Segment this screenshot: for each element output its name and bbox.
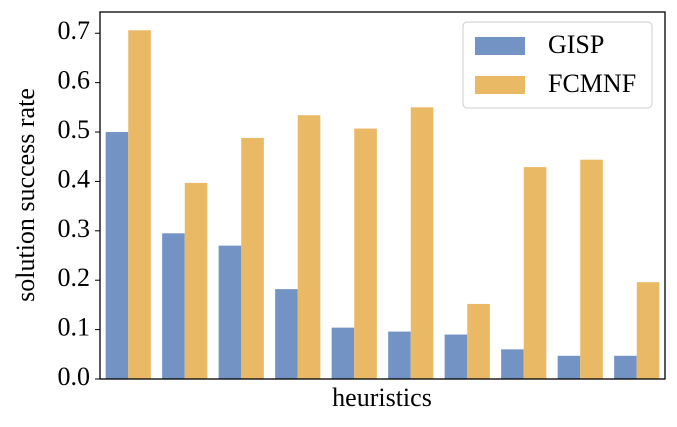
y-tick-label: 0.0 xyxy=(58,362,91,391)
bar xyxy=(275,289,298,379)
plot-frame xyxy=(99,11,666,380)
bar xyxy=(354,128,377,379)
bar xyxy=(523,167,547,379)
y-tick-label: 0.2 xyxy=(58,263,91,292)
y-tick-label: 0.4 xyxy=(58,164,91,193)
bar xyxy=(184,182,208,379)
y-tick-label: 0.3 xyxy=(58,214,91,243)
bar xyxy=(218,245,242,379)
bar xyxy=(636,282,660,379)
bar xyxy=(501,349,524,379)
bar xyxy=(388,331,411,379)
y-tick-label: 0.6 xyxy=(58,66,91,95)
legend-swatch xyxy=(475,37,525,55)
y-tick-label: 0.5 xyxy=(58,115,91,144)
y-axis-label: solution success rate xyxy=(11,88,40,302)
y-tick-label: 0.1 xyxy=(58,313,91,342)
bar xyxy=(331,327,355,379)
bar xyxy=(580,159,603,379)
legend-swatch xyxy=(475,76,525,94)
bar xyxy=(557,355,581,379)
bar xyxy=(162,233,185,379)
bar xyxy=(467,303,490,379)
bar xyxy=(128,30,151,379)
bar xyxy=(444,334,468,379)
x-axis-label: heuristics xyxy=(332,383,432,412)
bar xyxy=(241,137,264,379)
bar xyxy=(614,355,637,379)
bar xyxy=(410,107,434,380)
legend-label: FCMNF xyxy=(548,69,636,98)
legend-label: GISP xyxy=(548,30,604,59)
bar xyxy=(105,132,129,379)
y-tick-label: 0.7 xyxy=(58,16,91,45)
bar xyxy=(297,115,321,379)
